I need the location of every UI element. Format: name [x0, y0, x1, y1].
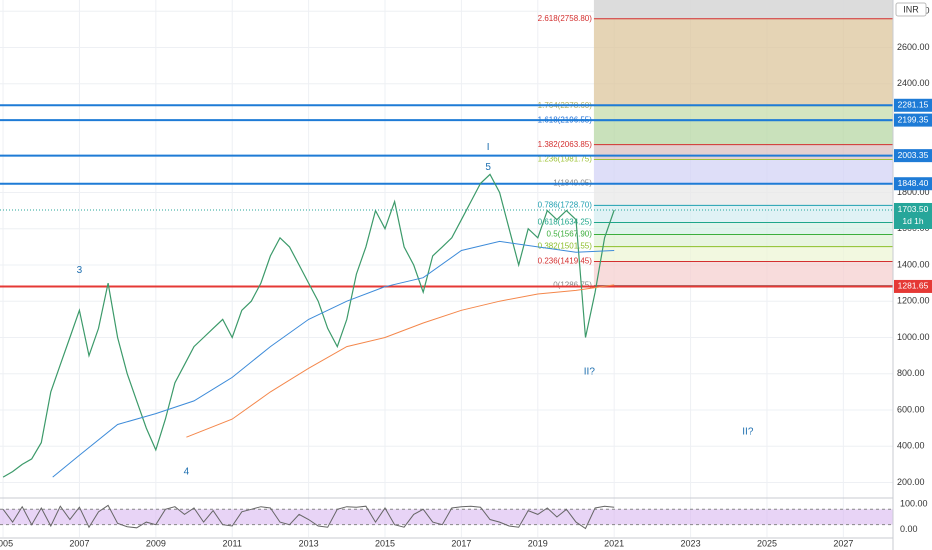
level-badge: [894, 279, 932, 293]
level-badge: [894, 98, 932, 112]
wave-label: 5: [485, 162, 491, 173]
fib-band: [593, 144, 893, 160]
x-tick-label: 2027: [833, 538, 853, 548]
series: 3 4 I 5 II? II?: [0, 104, 893, 478]
price-line: [186, 284, 615, 438]
fib-top-band: [593, 0, 893, 19]
fib-level-label: 0.618(1634.25): [538, 218, 593, 227]
countdown-label: 1d 1h: [902, 216, 924, 226]
x-tick-label: 2025: [757, 538, 777, 548]
fib-band: [593, 183, 893, 206]
level-badge-label: 2281.15: [898, 100, 929, 110]
wave-label: II?: [742, 426, 754, 437]
oscillator-tick-label: 0.00: [900, 524, 918, 534]
y-tick-label: 1800.00: [897, 187, 930, 197]
fib-band: [593, 234, 893, 247]
y-tick-label: 2600.00: [897, 42, 930, 52]
price-badges: 2281.15 2199.35 2003.35 1848.40 1281.65 1703.…: [894, 98, 932, 293]
y-tick-label: 800.00: [897, 368, 925, 378]
x-tick-label: 2009: [146, 538, 166, 548]
fib-level-label: 0(1286.75): [553, 281, 592, 290]
fib-level-label: 0.786(1728.70): [538, 201, 593, 210]
level-badge: [894, 177, 932, 191]
wave-label: 3: [77, 265, 83, 276]
fib-level-label: 0.382(1501.55): [538, 242, 593, 251]
fib-level-label: 2.618(2758.80): [538, 14, 593, 23]
y-tick-label: 600.00: [897, 404, 925, 414]
x-tick-label: 2013: [299, 538, 319, 548]
level-badge-label: 2199.35: [898, 114, 929, 124]
x-tick-label: 2017: [451, 538, 471, 548]
x-tick-label: 2007: [69, 538, 89, 548]
oscillator-line: [2, 504, 615, 530]
fib-level-label: 0.236(1419.45): [538, 257, 593, 266]
level-badge-label: 2003.35: [898, 150, 929, 160]
wave-label: II?: [584, 367, 596, 378]
fib-band: [593, 261, 893, 286]
fib-level-label: 1.382(2063.85): [538, 140, 593, 149]
fib-level-label: 0.5(1567.90): [547, 230, 593, 239]
fib-band: [593, 159, 893, 184]
wave-label: I: [487, 142, 490, 153]
y-tick-label: 1000.00: [897, 332, 930, 342]
x-tick-label: 2019: [528, 538, 548, 548]
oscillator: 100.00 0.00: [0, 499, 928, 534]
fib-band: [593, 246, 893, 262]
currency-button[interactable]: [895, 2, 927, 17]
y-tick-label: 2400.00: [897, 78, 930, 88]
price-line: [2, 173, 615, 478]
fib-band: [593, 105, 893, 121]
y-tick-label: 1200.00: [897, 296, 930, 306]
x-tick-label: 2021: [604, 538, 624, 548]
x-tick-label: 2011: [223, 538, 242, 548]
x-tick-label: 2023: [681, 538, 701, 548]
level-badge: [894, 149, 932, 163]
fib-band: [593, 222, 893, 235]
x-tick-label: 2015: [375, 538, 395, 548]
oscillator-tick-label: 100.00: [900, 499, 928, 509]
y-tick-label: 200.00: [897, 477, 925, 487]
x-tick-label: 2005: [0, 538, 13, 548]
last-price-badge: [894, 202, 932, 229]
y-tick-label: 400.00: [897, 441, 925, 451]
last-price-label: 1703.50: [898, 204, 929, 214]
fib-level-label: 1.236(1981.75): [538, 155, 593, 164]
fib-band: [593, 120, 893, 145]
price-line: [52, 240, 615, 478]
fib-band: [593, 18, 893, 106]
level-badge-label: 1848.40: [898, 178, 929, 188]
level-badge-label: 1281.65: [898, 281, 929, 291]
fib-band: [593, 205, 893, 223]
level-badge: [894, 113, 932, 127]
currency-label[interactable]: INR: [903, 4, 919, 14]
wave-label: 4: [184, 466, 190, 477]
y-tick-label: 1400.00: [897, 259, 930, 269]
